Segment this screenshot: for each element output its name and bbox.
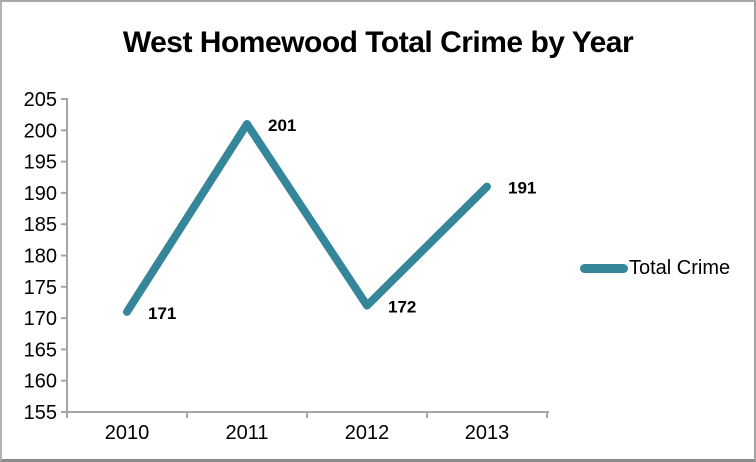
x-tick-label: 2013 bbox=[465, 422, 510, 444]
x-tick-label: 2012 bbox=[345, 422, 390, 444]
legend-label: Total Crime bbox=[629, 257, 731, 279]
y-tick-label: 190 bbox=[24, 183, 57, 205]
x-tick-label: 2010 bbox=[105, 422, 150, 444]
data-point-label: 191 bbox=[508, 179, 536, 198]
y-tick-label: 155 bbox=[24, 402, 57, 424]
total-crime-line bbox=[123, 120, 491, 316]
y-tick-label: 195 bbox=[24, 152, 57, 174]
y-tick-label: 175 bbox=[24, 277, 57, 299]
x-tick-label: 2011 bbox=[225, 422, 268, 444]
y-tick-label: 185 bbox=[24, 214, 57, 236]
y-tick-label: 160 bbox=[24, 371, 57, 393]
y-tick-label: 180 bbox=[24, 246, 57, 268]
data-point-label: 171 bbox=[148, 304, 176, 323]
y-tick-label: 170 bbox=[24, 308, 57, 330]
y-tick-label: 205 bbox=[24, 89, 57, 111]
y-tick-label: 200 bbox=[24, 120, 57, 142]
legend: Total Crime bbox=[580, 257, 730, 280]
legend-line-sample-icon bbox=[580, 264, 628, 273]
data-point-label: 172 bbox=[388, 298, 416, 317]
chart-title: West Homewood Total Crime by Year bbox=[122, 26, 634, 59]
y-tick-label: 165 bbox=[24, 339, 57, 361]
data-point-label: 201 bbox=[268, 116, 296, 135]
